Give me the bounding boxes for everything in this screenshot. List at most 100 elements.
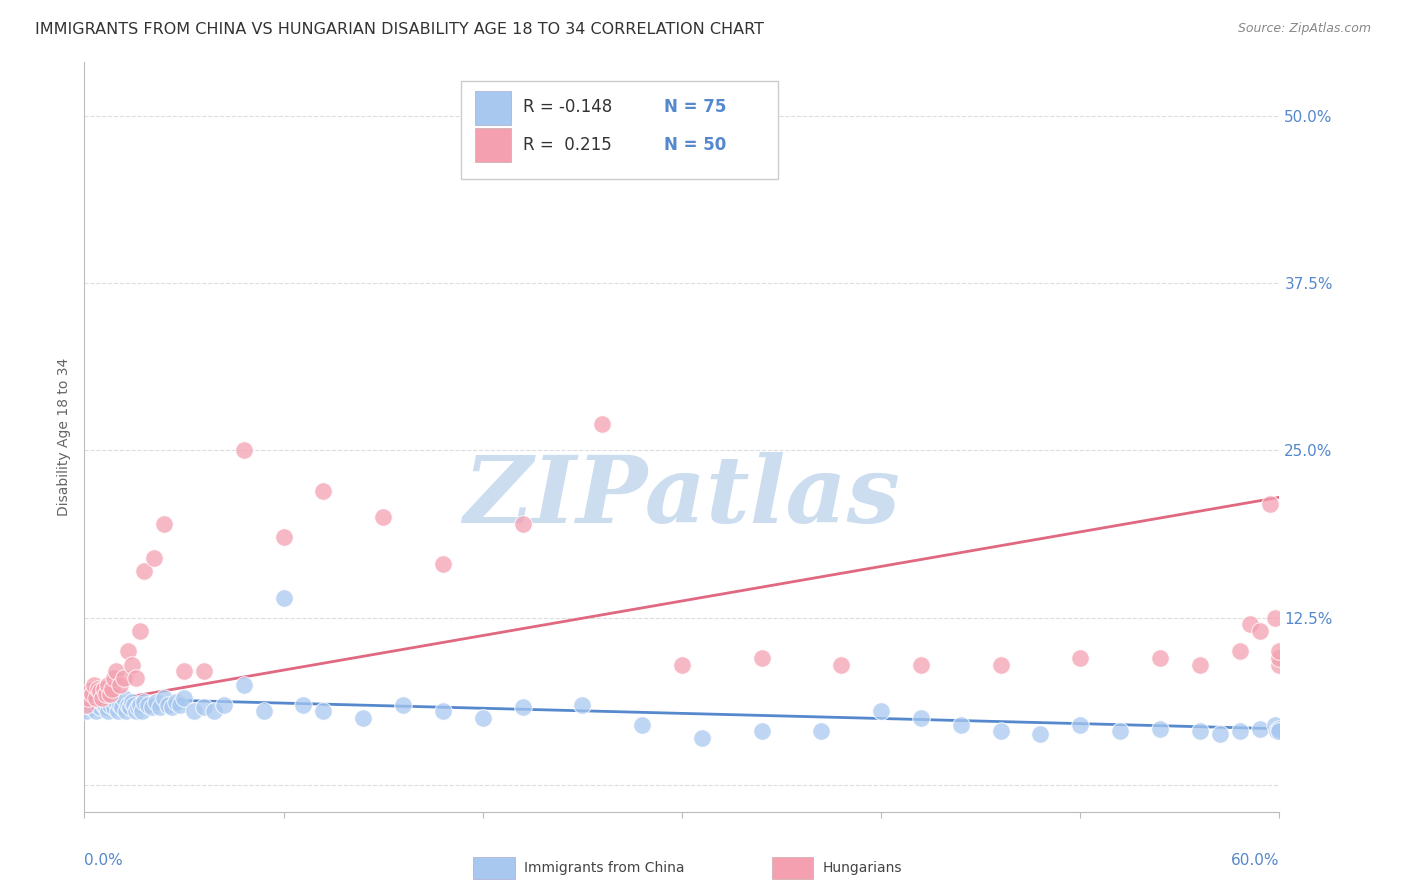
Text: Immigrants from China: Immigrants from China	[524, 861, 685, 875]
Point	[89, 684, 111, 698]
Point	[75, 698, 97, 712]
Point	[512, 700, 534, 714]
Point	[202, 705, 225, 719]
Point	[101, 681, 124, 696]
Point	[79, 684, 101, 698]
Point	[77, 690, 100, 705]
Point	[127, 700, 149, 714]
Point	[101, 690, 124, 705]
Point	[149, 700, 172, 714]
Point	[591, 417, 613, 431]
Point	[1239, 617, 1261, 632]
Point	[82, 687, 104, 701]
Point	[232, 443, 254, 458]
Point	[115, 705, 138, 719]
Point	[129, 624, 152, 639]
Point	[87, 698, 110, 712]
Point	[571, 698, 593, 712]
Point	[173, 664, 195, 679]
Point	[1149, 651, 1171, 665]
Point	[165, 695, 187, 709]
Point	[512, 517, 534, 532]
Point	[93, 681, 115, 696]
Point	[1258, 497, 1281, 511]
Point	[121, 695, 143, 709]
Point	[91, 695, 114, 709]
Point	[97, 678, 120, 692]
Point	[1069, 651, 1091, 665]
Point	[86, 705, 108, 719]
Point	[153, 690, 176, 705]
Point	[82, 700, 104, 714]
Point	[111, 700, 134, 714]
Point	[1264, 611, 1286, 625]
Point	[1229, 724, 1251, 739]
Point	[143, 550, 166, 565]
Point	[183, 705, 205, 719]
Point	[1264, 717, 1286, 731]
Text: Hungarians: Hungarians	[823, 861, 903, 875]
Point	[77, 698, 100, 712]
Point	[110, 678, 132, 692]
Point	[1188, 657, 1211, 672]
Point	[1109, 724, 1132, 739]
Point	[751, 724, 773, 739]
Point	[352, 711, 374, 725]
Point	[373, 510, 395, 524]
Point	[79, 695, 101, 709]
Point	[87, 681, 110, 696]
Point	[112, 671, 135, 685]
Point	[232, 678, 254, 692]
Point	[751, 651, 773, 665]
Point	[1149, 722, 1171, 736]
Point	[110, 698, 132, 712]
Point	[93, 698, 115, 712]
Point	[273, 530, 295, 544]
Point	[157, 698, 180, 712]
Point	[292, 698, 315, 712]
Point	[117, 644, 139, 658]
Point	[1268, 724, 1291, 739]
Point	[432, 705, 454, 719]
Point	[121, 657, 143, 672]
Point	[830, 657, 852, 672]
Point	[253, 705, 276, 719]
Point	[103, 700, 125, 714]
Point	[132, 695, 156, 709]
Point	[1249, 722, 1271, 736]
Point	[193, 664, 215, 679]
Point	[105, 695, 128, 709]
Point	[120, 700, 142, 714]
FancyBboxPatch shape	[772, 856, 814, 880]
Point	[160, 700, 183, 714]
Point	[312, 705, 335, 719]
Point	[1268, 644, 1291, 658]
Point	[145, 695, 167, 709]
Text: Source: ZipAtlas.com: Source: ZipAtlas.com	[1237, 22, 1371, 36]
Point	[141, 700, 163, 714]
FancyBboxPatch shape	[475, 91, 510, 125]
Point	[125, 705, 148, 719]
Point	[86, 690, 108, 705]
Point	[169, 698, 191, 712]
Point	[91, 690, 114, 705]
Point	[1268, 651, 1291, 665]
Text: 0.0%: 0.0%	[84, 853, 124, 868]
Point	[75, 705, 97, 719]
FancyBboxPatch shape	[475, 128, 510, 162]
Point	[132, 564, 156, 578]
Text: R = -0.148: R = -0.148	[523, 98, 612, 116]
Point	[117, 698, 139, 712]
Text: 60.0%: 60.0%	[1232, 853, 1279, 868]
Point	[810, 724, 832, 739]
Point	[273, 591, 295, 605]
Point	[98, 687, 121, 701]
Point	[392, 698, 415, 712]
Point	[910, 711, 932, 725]
Point	[105, 664, 128, 679]
Point	[671, 657, 693, 672]
Point	[153, 517, 176, 532]
Point	[910, 657, 932, 672]
Point	[471, 711, 494, 725]
Point	[1249, 624, 1271, 639]
